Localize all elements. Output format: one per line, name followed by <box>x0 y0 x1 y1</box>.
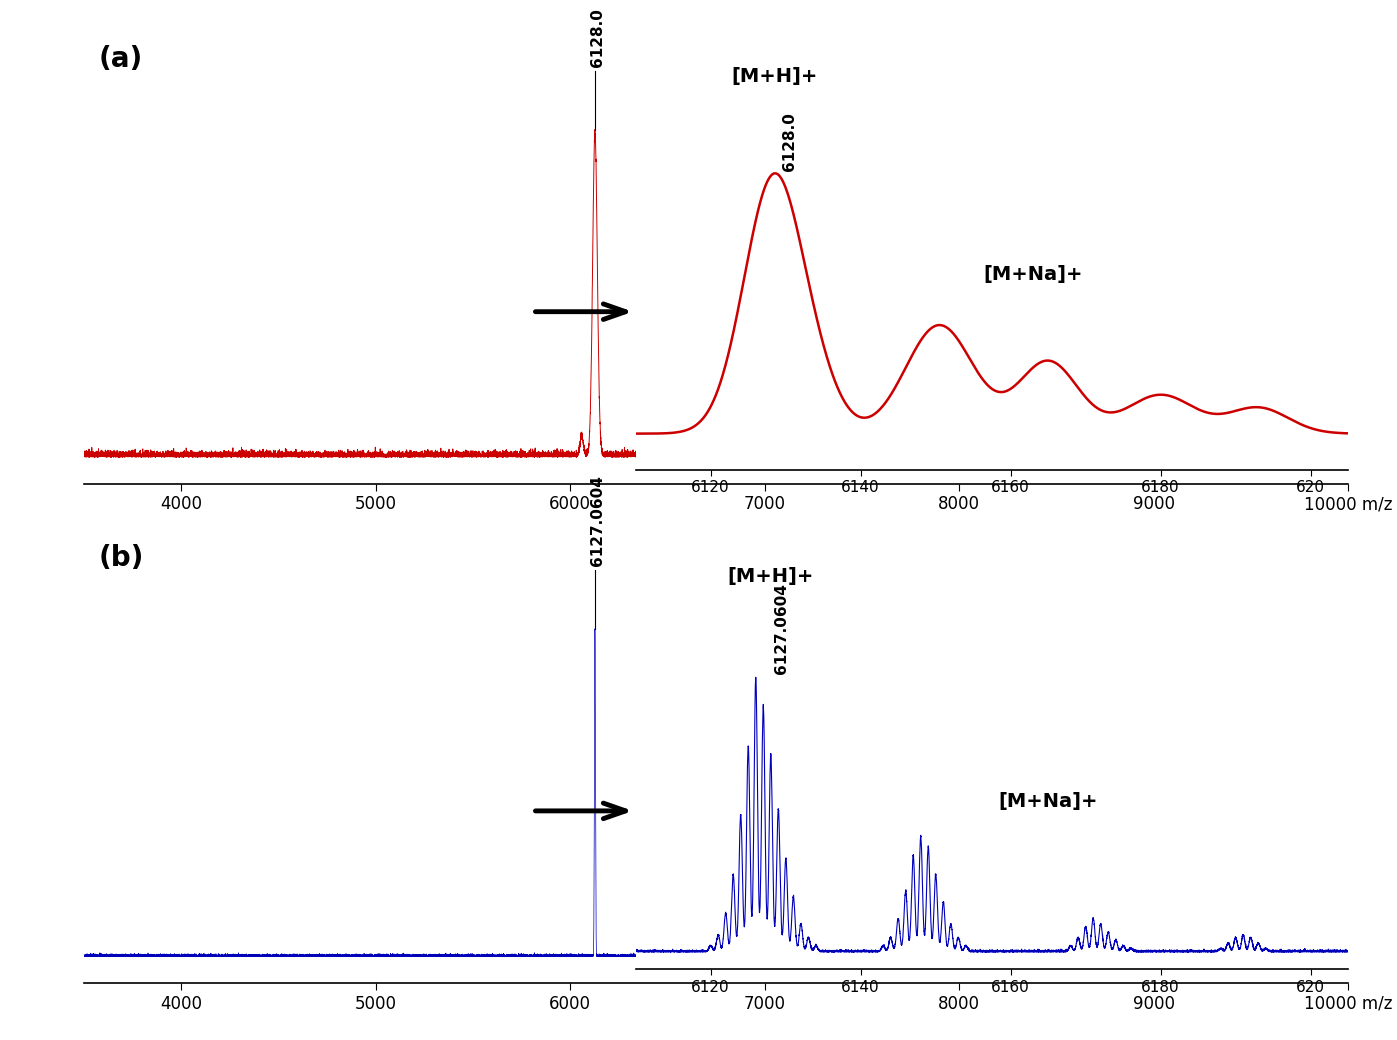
Text: [M+Na]+: [M+Na]+ <box>983 264 1083 284</box>
Text: [M+H]+: [M+H]+ <box>728 567 814 587</box>
Text: [M+H]+: [M+H]+ <box>731 68 817 86</box>
Text: (b): (b) <box>99 544 144 572</box>
Text: [M+Na]+: [M+Na]+ <box>999 791 1098 811</box>
Text: 6128.0: 6128.0 <box>591 8 605 68</box>
Text: 6127.0604: 6127.0604 <box>774 583 789 675</box>
Text: 6128.0: 6128.0 <box>782 111 796 171</box>
Text: 6127.0604: 6127.0604 <box>590 475 605 567</box>
Text: (a): (a) <box>99 45 144 73</box>
